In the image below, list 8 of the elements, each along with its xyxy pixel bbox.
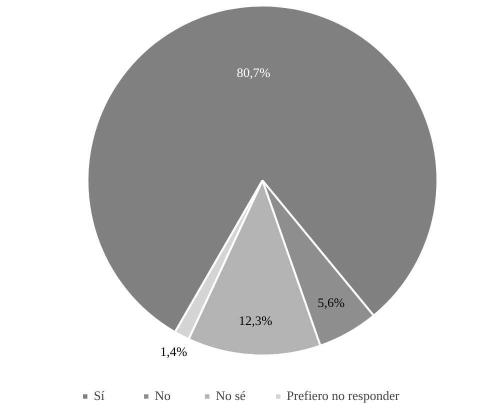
data-label: 5,6% [318, 294, 345, 310]
legend-label: Sí [94, 388, 106, 404]
data-label: 12,3% [238, 312, 273, 328]
legend-label: No sé [216, 388, 246, 404]
data-label: 80,7% [236, 64, 270, 80]
data-label: 1,4% [160, 344, 188, 359]
legend-label: Prefiero no responder [286, 388, 400, 404]
legend-label: No [154, 388, 172, 404]
